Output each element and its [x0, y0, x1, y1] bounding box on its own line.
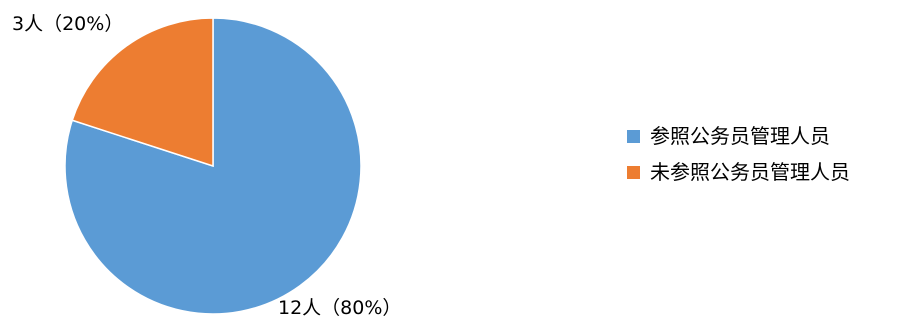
legend-item-unreferenced: 未参照公务员管理人员: [627, 154, 850, 190]
legend-swatch-referenced: [627, 129, 640, 143]
pie-slice-unreferenced: [71, 17, 214, 168]
legend-item-referenced: 参照公务员管理人员: [627, 118, 850, 154]
data-label-unreferenced: 3人（20%）: [12, 13, 123, 35]
legend-label-unreferenced: 未参照公务员管理人员: [650, 160, 850, 184]
pie-slices: [64, 17, 362, 315]
legend-label-referenced: 参照公务员管理人员: [650, 124, 830, 148]
data-label-referenced: 12人（80%）: [278, 297, 401, 319]
legend: 参照公务员管理人员 未参照公务员管理人员: [627, 118, 850, 190]
legend-swatch-unreferenced: [627, 165, 640, 179]
